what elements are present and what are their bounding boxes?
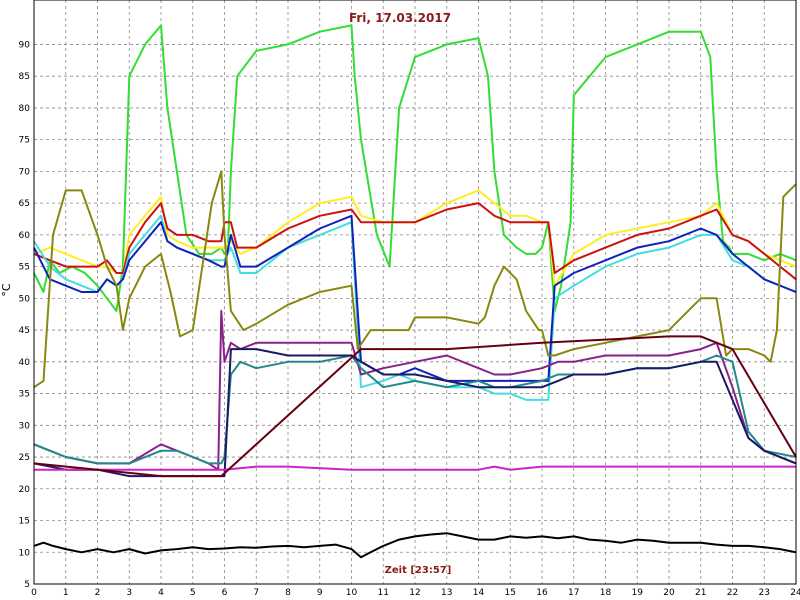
x-tick-label: 12 — [409, 588, 420, 598]
x-axis-label: Zeit [23:57] — [385, 565, 452, 576]
y-tick-label: 5 — [24, 580, 30, 590]
x-tick-label: 14 — [473, 588, 485, 598]
x-tick-label: 10 — [346, 588, 358, 598]
y-tick-label: 40 — [19, 358, 31, 368]
x-tick-label: 6 — [222, 588, 228, 598]
series-line-3 — [33, 202, 797, 281]
y-tick-label: 55 — [19, 263, 30, 273]
x-tick-label: 24 — [790, 588, 800, 598]
x-tick-label: 18 — [600, 588, 612, 598]
y-tick-label: 25 — [19, 453, 30, 463]
y-tick-label: 45 — [19, 326, 30, 336]
x-tick-label: 11 — [378, 588, 389, 598]
y-tick-label: 75 — [19, 136, 30, 146]
y-tick-label: 90 — [19, 40, 31, 50]
y-tick-label: 50 — [19, 294, 31, 304]
series-group — [33, 24, 797, 559]
y-tick-label: 60 — [19, 231, 31, 241]
x-tick-label: 19 — [632, 588, 644, 598]
y-tick-label: 70 — [19, 167, 31, 177]
x-tick-label: 15 — [505, 588, 516, 598]
series-line-11 — [33, 335, 797, 478]
x-tick-label: 9 — [317, 588, 323, 598]
y-tick-label: 15 — [19, 517, 30, 527]
x-tick-label: 5 — [190, 588, 196, 598]
x-axis-ticks: 0 1 2 3 4 5 6 7 8 9 10 11 12 13 14 15 16 17 18 19 20 21 22 23 24 — [31, 588, 800, 598]
x-tick-label: 4 — [158, 588, 164, 598]
chart-title: Fri, 17.03.2017 — [349, 11, 451, 25]
x-tick-label: 13 — [441, 588, 452, 598]
y-tick-label: 85 — [19, 72, 30, 82]
y-tick-label: 10 — [19, 548, 31, 558]
x-tick-label: 21 — [695, 588, 706, 598]
plot-frame — [33, 0, 797, 585]
x-tick-label: 22 — [727, 588, 738, 598]
x-tick-label: 2 — [95, 588, 101, 598]
x-tick-label: 16 — [536, 588, 548, 598]
x-tick-label: 8 — [285, 588, 291, 598]
y-tick-label: 65 — [19, 199, 30, 209]
x-tick-label: 7 — [253, 588, 259, 598]
plot-background — [34, 0, 796, 584]
series-line-12 — [33, 532, 797, 559]
x-tick-label: 3 — [126, 588, 132, 598]
x-tick-label: 23 — [759, 588, 770, 598]
y-tick-label: 80 — [19, 104, 31, 114]
series-line-6 — [33, 170, 797, 389]
x-tick-label: 1 — [63, 588, 69, 598]
x-tick-label: 0 — [31, 588, 37, 598]
y-axis-ticks: 5 10 15 20 25 30 35 40 45 50 55 60 65 70 75 80 85 90 — [19, 40, 31, 590]
y-tick-label: 30 — [19, 421, 31, 431]
x-tick-label: 17 — [568, 588, 579, 598]
series-line-10 — [34, 465, 796, 471]
y-axis-label: °C — [0, 283, 13, 297]
x-tick-label: 20 — [663, 588, 675, 598]
y-tick-label: 35 — [19, 390, 30, 400]
series-line-1 — [33, 24, 797, 312]
series-line-5 — [33, 214, 797, 382]
y-tick-label: 20 — [19, 485, 31, 495]
